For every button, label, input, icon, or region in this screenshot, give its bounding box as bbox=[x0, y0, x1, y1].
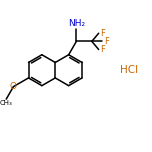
Text: O: O bbox=[10, 82, 17, 91]
Text: F: F bbox=[104, 37, 109, 46]
Text: CH₃: CH₃ bbox=[0, 100, 13, 106]
Text: NH₂: NH₂ bbox=[68, 19, 85, 28]
Text: HCl: HCl bbox=[120, 65, 138, 75]
Text: F: F bbox=[101, 45, 105, 54]
Text: F: F bbox=[101, 29, 105, 38]
